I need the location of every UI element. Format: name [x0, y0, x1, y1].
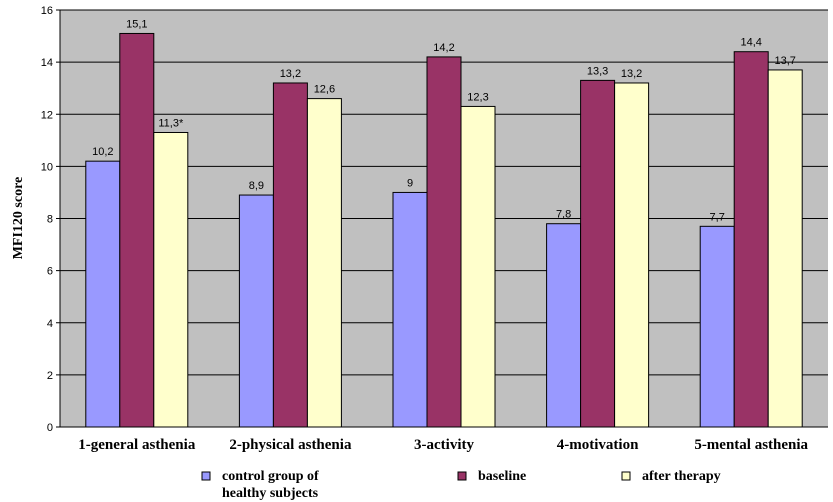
y-axis-title: MFI120 score — [11, 177, 26, 260]
bar — [699, 225, 735, 428]
category-label: 4-motivation — [557, 437, 639, 453]
y-tick-label: 12 — [41, 109, 53, 121]
bar — [767, 69, 803, 428]
bar — [85, 160, 121, 428]
legend-label: healthy subjects — [222, 486, 319, 501]
bar — [614, 82, 650, 428]
data-label: 12,3 — [467, 91, 488, 103]
category-labels: 1-general asthenia 2-physical asthenia 3-a… — [78, 437, 808, 453]
y-tick-label: 2 — [47, 370, 53, 382]
y-tick-label: 14 — [41, 57, 53, 69]
y-axis-ticks: 0 2 4 6 8 10 12 14 16 — [41, 5, 60, 434]
data-label: 13,3 — [587, 65, 608, 77]
bar — [733, 51, 769, 428]
y-tick-label: 16 — [41, 5, 53, 17]
category-label: 1-general asthenia — [78, 437, 196, 453]
data-label: 7,7 — [710, 211, 725, 223]
legend-swatch — [457, 471, 467, 481]
y-tick-label: 8 — [47, 214, 53, 226]
bar — [238, 194, 274, 428]
category-label: 5-mental asthenia — [694, 437, 808, 453]
category-label: 3-activity — [414, 437, 474, 453]
legend-label: baseline — [478, 469, 526, 484]
y-tick-label: 6 — [47, 266, 53, 278]
data-label: 13,2 — [621, 68, 642, 80]
bars — [85, 32, 803, 428]
data-label: 7,8 — [556, 209, 571, 221]
bar — [153, 131, 189, 428]
data-label: 9 — [407, 177, 413, 189]
bar — [546, 223, 582, 428]
legend: control group of healthy subjects baseline… — [201, 469, 721, 501]
y-tick-label: 4 — [47, 318, 53, 330]
bar — [426, 56, 462, 428]
data-label: 13,2 — [280, 68, 301, 80]
data-label: 14,4 — [740, 37, 761, 49]
data-label: 12,6 — [314, 84, 335, 96]
legend-swatch — [201, 471, 211, 481]
category-label: 2-physical asthenia — [229, 437, 352, 453]
bar — [580, 79, 616, 428]
bar — [119, 32, 155, 428]
data-label: 13,7 — [774, 55, 795, 67]
data-label: 15,1 — [126, 18, 147, 30]
data-label: 10,2 — [92, 146, 113, 158]
data-label: 8,9 — [249, 180, 264, 192]
legend-label: control group of — [222, 469, 319, 484]
bar — [306, 98, 342, 428]
data-label: 11,3* — [158, 117, 184, 129]
y-tick-label: 0 — [47, 422, 53, 434]
bar — [392, 191, 428, 428]
bar — [272, 82, 308, 428]
legend-swatch — [621, 471, 631, 481]
legend-label: after therapy — [642, 469, 721, 484]
data-label: 14,2 — [433, 42, 454, 54]
y-tick-label: 10 — [41, 161, 53, 173]
bar — [460, 105, 496, 428]
data-labels: 10,2 15,1 11,3* 8,9 13,2 12,6 9 14,2 12,3 7,8 13,3… — [92, 18, 796, 223]
